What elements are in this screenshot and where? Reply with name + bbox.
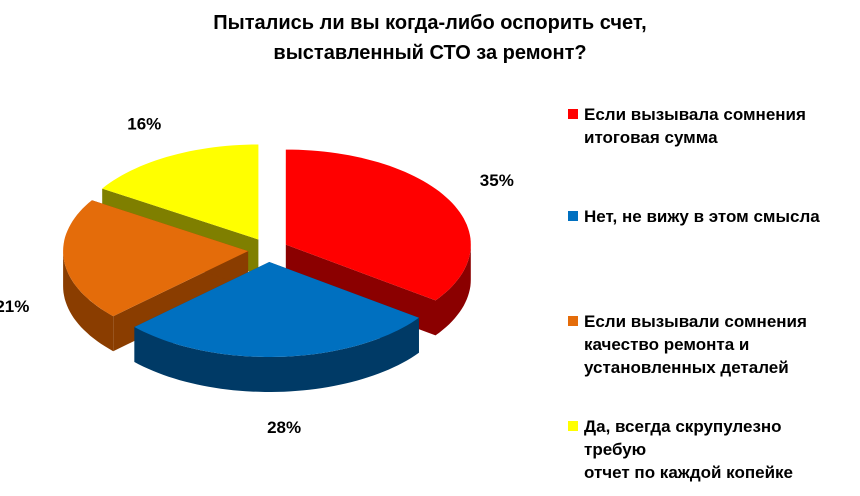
data-label: 28% (267, 418, 301, 437)
slice (134, 262, 419, 357)
legend-item: Нет, не вижу в этом смысла (568, 205, 848, 228)
legend-item: Да, всегда скрупулезно требую отчет по к… (568, 415, 848, 484)
legend-swatch (568, 421, 578, 431)
chart-title: Пытались ли вы когда-либо оспорить счет,… (213, 12, 647, 64)
legend-swatch (568, 316, 578, 326)
slice-side (134, 317, 419, 392)
data-label: 21% (0, 297, 29, 316)
data-label: 35% (480, 171, 514, 190)
legend-item: Если вызывали сомнения качество ремонта … (568, 310, 848, 379)
legend-label: Нет, не вижу в этом смысла (584, 207, 820, 226)
legend-label: Если вызывала сомнения итоговая сумма (584, 105, 806, 147)
legend-label: Если вызывали сомнения качество ремонта … (584, 312, 807, 377)
legend-swatch (568, 211, 578, 221)
slice (102, 144, 259, 240)
legend-label: Да, всегда скрупулезно требую отчет по к… (584, 417, 793, 482)
slice-side (435, 244, 471, 336)
slice (63, 200, 249, 317)
legend-swatch (568, 109, 578, 119)
data-label: 16% (127, 114, 161, 133)
slice-side (63, 251, 114, 352)
legend-item: Если вызывала сомнения итоговая сумма (568, 103, 848, 149)
slice (285, 149, 471, 301)
